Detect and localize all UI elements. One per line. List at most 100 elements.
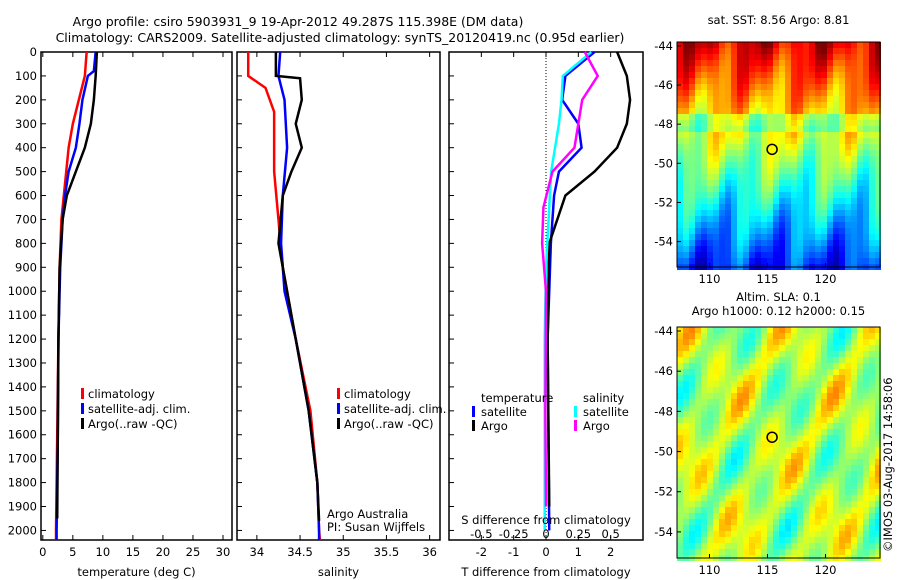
x-tick-label: 15 — [126, 545, 141, 559]
sla-map-title: Argo h1000: 0.12 h2000: 0.15 — [692, 304, 865, 318]
sst-map-cells — [677, 42, 881, 270]
legend-label: Argo(..raw -QC) — [344, 417, 434, 431]
salinity-axes-box — [236, 51, 441, 541]
annotation-text: Argo Australia — [327, 507, 408, 521]
y-tick-label: 1400 — [8, 380, 37, 394]
salinity-panel: 34 34.5 35 35.5 36 salinity climatologysatelli… — [236, 51, 446, 579]
x-tick-label: 0 — [542, 545, 549, 559]
x-tick-label: 0 — [39, 545, 46, 559]
y-tick-label: 100 — [15, 69, 37, 83]
sla-map-frame — [676, 326, 881, 559]
legend-label: climatology — [88, 387, 155, 401]
y-tick-label: -52 — [654, 195, 673, 209]
y-tick-label: 1800 — [8, 476, 37, 490]
legend-swatch — [337, 418, 340, 429]
x-tick-label: 115 — [757, 272, 779, 286]
series-sargo — [540, 51, 600, 507]
legend-swatch — [574, 420, 577, 431]
x-tick-label: 35 — [336, 545, 351, 559]
x-tick-label: 120 — [815, 272, 837, 286]
s-tick-label: 0.25 — [566, 527, 592, 541]
x-tick-label: 5 — [69, 545, 76, 559]
y-tick-label: -46 — [654, 78, 673, 92]
sst-map: 110 115 120 -44 -46 -48 -50 -52 -54 sat. SST: 8.5… — [654, 13, 881, 286]
y-tick-label: -46 — [654, 364, 673, 378]
difference-panel: -2 -1 0 1 2 T difference from climatology -0.5… — [448, 51, 644, 579]
x-tick-label: 10 — [96, 545, 111, 559]
y-tick-label: -52 — [654, 485, 673, 499]
y-tick-label: -50 — [654, 156, 673, 170]
y-tick-label: 300 — [15, 117, 37, 131]
y-tick-label: 0 — [30, 45, 37, 59]
y-tick-label: 1000 — [8, 284, 37, 298]
sst-map-frame — [676, 41, 881, 268]
argo-position-marker — [766, 431, 778, 443]
legend-label: Argo(..raw -QC) — [88, 417, 178, 431]
y-tick-label: -54 — [654, 525, 673, 539]
x-tick-label: 2 — [607, 545, 614, 559]
x-tick-label: 35.5 — [374, 545, 400, 559]
series-argo — [546, 51, 632, 507]
y-tick-label: -44 — [654, 324, 673, 338]
legend-swatch — [472, 420, 475, 431]
y-tick-label: 1600 — [8, 428, 37, 442]
title-line2: Climatology: CARS2009. Satellite-adjuste… — [56, 30, 625, 45]
sla-map-title: Altim. SLA: 0.1 — [736, 290, 821, 304]
salinity-xlabel: salinity — [318, 565, 359, 579]
y-tick-label: 400 — [15, 141, 37, 155]
s-tick-label: -0.5 — [470, 527, 492, 541]
legend-label: Argo — [583, 419, 610, 433]
temperature-axes-box — [40, 51, 233, 541]
sla-map-cells — [677, 327, 881, 561]
y-tick-label: -48 — [654, 404, 673, 418]
y-tick-label: -48 — [654, 117, 673, 131]
y-tick-label: 1900 — [8, 500, 37, 514]
legend-label: climatology — [344, 387, 411, 401]
y-tick-label: 800 — [15, 236, 37, 250]
temperature-xlabel: temperature (deg C) — [77, 565, 195, 579]
y-tick-label: 700 — [15, 212, 37, 226]
y-tick-label: 1100 — [8, 308, 37, 322]
x-tick-label: 110 — [699, 563, 721, 577]
temperature-panel: 0 5 10 15 20 25 300100200300400500600700800900… — [8, 45, 233, 579]
series-argo — [274, 52, 321, 521]
legend-label: satellite — [583, 405, 629, 419]
legend-swatch — [574, 406, 577, 417]
y-tick-label: -50 — [654, 445, 673, 459]
series-argo — [55, 51, 99, 519]
s-tick-label: 0 — [542, 527, 549, 541]
series-sat — [277, 51, 321, 540]
x-tick-label: 1 — [575, 545, 582, 559]
s-diff-label: S difference from climatology — [461, 513, 631, 527]
y-tick-label: 1200 — [8, 332, 37, 346]
y-tick-label: 900 — [15, 260, 37, 274]
x-tick-label: -1 — [508, 545, 519, 559]
y-tick-label: -44 — [654, 39, 673, 53]
legend-swatch — [81, 403, 84, 414]
y-tick-label: 1500 — [8, 404, 37, 418]
legend-title-salinity: salinity — [583, 391, 624, 405]
sst-map-title: sat. SST: 8.56 Argo: 8.81 — [708, 13, 850, 27]
y-tick-label: 500 — [15, 165, 37, 179]
x-tick-label: 110 — [699, 272, 721, 286]
legend-label: satellite-adj. clim. — [344, 402, 446, 416]
difference-xlabel: T difference from climatology — [460, 565, 631, 579]
y-tick-label: 600 — [15, 189, 37, 203]
series-ssat — [543, 51, 593, 531]
x-tick-label: -2 — [476, 545, 487, 559]
legend-swatch — [81, 418, 84, 429]
x-tick-label: 20 — [156, 545, 171, 559]
legend-swatch — [337, 403, 340, 414]
series-sat — [546, 51, 596, 531]
y-tick-label: 2000 — [8, 523, 37, 537]
y-tick-label: -54 — [654, 235, 673, 249]
y-tick-label: 200 — [15, 93, 37, 107]
x-tick-label: 30 — [216, 545, 231, 559]
s-tick-label: -0.25 — [499, 527, 529, 541]
annotation-text: PI: Susan Wijffels — [327, 520, 425, 534]
x-tick-label: 36 — [422, 545, 437, 559]
title-line1: Argo profile: csiro 5903931_9 19-Apr-201… — [73, 14, 524, 29]
legend-label: satellite-adj. clim. — [88, 402, 190, 416]
